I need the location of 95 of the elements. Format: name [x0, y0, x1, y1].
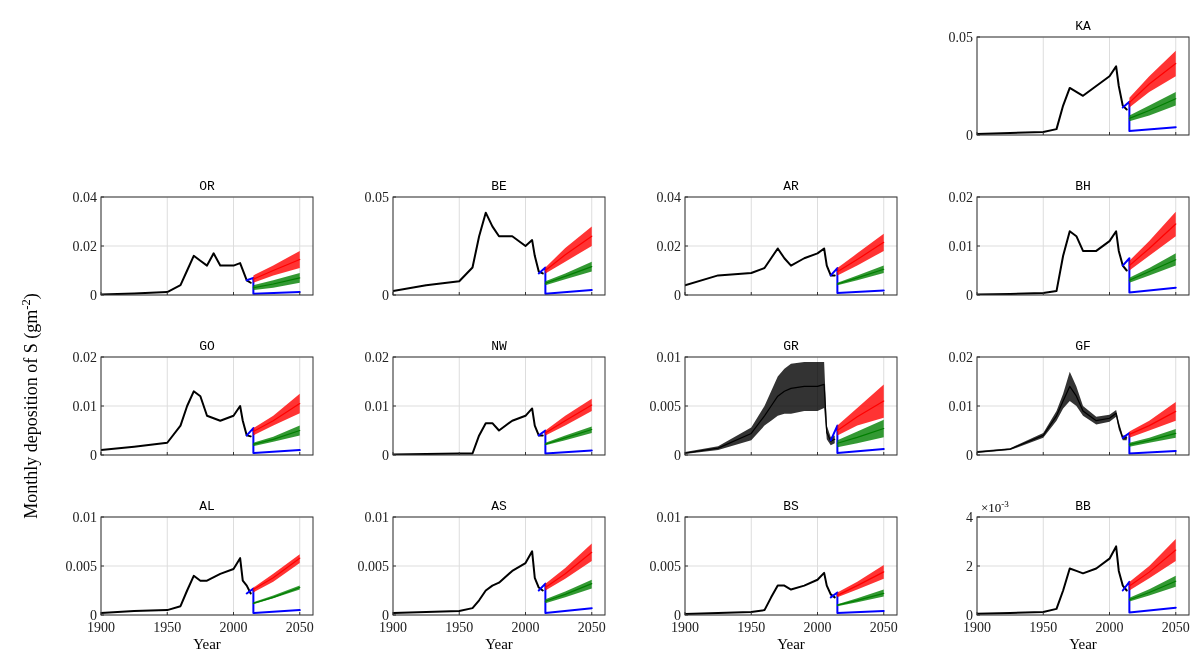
y-tick-label: 2 — [966, 559, 973, 574]
y-tick-label: 0 — [90, 448, 97, 463]
y-tick-label: 0.01 — [72, 399, 97, 414]
x-tick-label: 2050 — [577, 620, 606, 635]
x-tick-label: 2000 — [803, 620, 832, 635]
x-tick-label: 2050 — [1161, 620, 1190, 635]
chart-title: AS — [491, 499, 507, 514]
y-tick-label: 0 — [966, 288, 973, 303]
x-tick-label: 1900 — [963, 620, 991, 635]
line-series — [537, 582, 593, 615]
x-tick-label: 1950 — [153, 620, 182, 635]
y-tick-label: 0.05 — [364, 190, 389, 205]
y-tick-label: 0.01 — [948, 399, 973, 414]
y-tick-label: 0.02 — [364, 350, 389, 365]
x-tick-label: 2000 — [1095, 620, 1124, 635]
y-tick-label: 0.01 — [364, 510, 389, 525]
y-tick-label: 0 — [674, 448, 681, 463]
y-tick-label: 0.02 — [656, 239, 681, 254]
y-tick-label: 0 — [382, 288, 389, 303]
chart-title: BS — [783, 499, 799, 514]
y-tick-label: 0.01 — [656, 350, 681, 365]
y-tick-label: 0 — [966, 608, 973, 623]
line-series — [393, 407, 544, 455]
y-tick-label: 0 — [382, 448, 389, 463]
chart-title: OR — [199, 179, 215, 194]
x-tick-label: 1900 — [379, 620, 407, 635]
line-series — [101, 557, 252, 615]
line-series — [393, 211, 544, 293]
y-tick-label: 0.02 — [72, 350, 97, 365]
y-tick-label: 0.01 — [72, 510, 97, 525]
line-series — [537, 429, 593, 455]
y-tick-label: 0 — [674, 288, 681, 303]
y-tick-label: 0.02 — [72, 239, 97, 254]
x-axis-title: Year — [485, 636, 513, 652]
y-tick-label: 0.01 — [656, 510, 681, 525]
x-tick-label: 2050 — [285, 620, 314, 635]
line-series — [1121, 257, 1177, 294]
y-tick-label: 0.005 — [649, 559, 681, 574]
y-tick-label: 0 — [674, 608, 681, 623]
y-tick-label: 0.01 — [364, 399, 389, 414]
chart-title: GR — [783, 339, 799, 354]
text: ×10$^{-3}$ — [981, 499, 1010, 515]
x-axis-title: Year — [193, 636, 221, 652]
x-tick-label: 1950 — [737, 620, 766, 635]
chart-title: KA — [1075, 19, 1091, 34]
chart-title: AR — [783, 179, 799, 194]
line-series — [101, 252, 252, 295]
line-series — [537, 266, 593, 295]
line-series — [245, 427, 301, 455]
y-tick-label: 0 — [382, 608, 389, 623]
x-tick-label: 2000 — [219, 620, 248, 635]
line-series — [245, 276, 301, 295]
chart-title: BB — [1075, 499, 1091, 514]
x-tick-label: 2000 — [511, 620, 540, 635]
y-tick-label: 0.05 — [948, 30, 973, 45]
y-tick-label: 0 — [966, 128, 973, 143]
line-series — [1121, 580, 1177, 614]
line-series — [829, 424, 885, 455]
y-tick-label: 0 — [90, 288, 97, 303]
line-series — [977, 65, 1128, 135]
y-tick-label: 0.02 — [948, 350, 973, 365]
y-tick-label: 4 — [966, 510, 973, 525]
x-tick-label: 2050 — [869, 620, 898, 635]
line-series — [1121, 100, 1177, 133]
line-series — [101, 390, 252, 452]
chart-title: NW — [491, 339, 507, 354]
y-tick-label: 0.005 — [357, 559, 389, 574]
x-axis-title: Year — [777, 636, 805, 652]
line-series — [685, 571, 836, 615]
x-tick-label: 1900 — [87, 620, 115, 635]
y-tick-label: 0.005 — [649, 399, 681, 414]
y-tick-label: 0.04 — [656, 190, 681, 205]
y-tick-label: 0 — [90, 608, 97, 623]
chart-title: BE — [491, 179, 507, 194]
chart-title: BH — [1075, 179, 1091, 194]
y-tick-label: 0.02 — [948, 190, 973, 205]
x-tick-label: 1950 — [445, 620, 474, 635]
y-tick-label: 0.005 — [65, 559, 97, 574]
chart-title: GF — [1075, 339, 1091, 354]
line-series — [977, 230, 1128, 295]
y-tick-label: 0 — [966, 448, 973, 463]
line-series — [829, 267, 885, 295]
x-tick-label: 1950 — [1029, 620, 1058, 635]
y-tick-label: 0.01 — [948, 239, 973, 254]
x-tick-label: 1900 — [671, 620, 699, 635]
x-axis-title: Year — [1069, 636, 1097, 652]
y-tick-label: 0.04 — [72, 190, 97, 205]
line-series — [977, 545, 1128, 615]
line-series — [245, 587, 301, 615]
line-series — [829, 591, 885, 615]
line-series — [1121, 431, 1177, 455]
line-series — [685, 247, 836, 287]
line-series — [393, 550, 544, 615]
chart-title: GO — [199, 339, 215, 354]
chart-title: AL — [199, 499, 215, 514]
